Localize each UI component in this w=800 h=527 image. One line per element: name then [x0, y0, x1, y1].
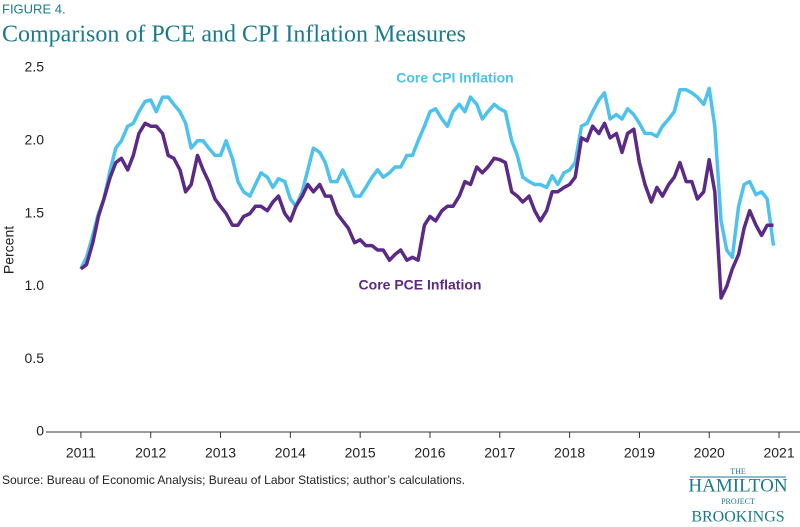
x-tick-label: 2015: [345, 445, 376, 461]
x-tick-label: 2020: [694, 445, 725, 461]
x-tick-label: 2017: [484, 445, 515, 461]
logo-org: BROOKINGS: [691, 509, 784, 526]
y-tick-label: 1.5: [25, 204, 45, 220]
x-tick-label: 2016: [414, 445, 445, 461]
y-tick-label: 2.5: [25, 59, 45, 75]
y-axis-label: Percent: [1, 226, 17, 274]
chart-title: Comparison of PCE and CPI Inflation Meas…: [2, 22, 466, 48]
source-note: Source: Bureau of Economic Analysis; Bur…: [2, 473, 465, 487]
logo-sub: PROJECT: [721, 497, 755, 506]
logo-name: HAMILTON: [688, 475, 788, 496]
logo-the: THE: [730, 467, 746, 476]
x-tick-label: 2011: [66, 445, 96, 461]
y-tick-label: 2.0: [25, 132, 45, 148]
y-tick-label: 0: [36, 423, 44, 439]
x-tick-label: 2018: [554, 445, 585, 461]
series-line: [79, 121, 774, 300]
x-tick-label: 2019: [624, 445, 655, 461]
x-tick-label: 2013: [205, 445, 236, 461]
x-tick-label: 2014: [275, 445, 306, 461]
x-tick-label: 2021: [763, 445, 794, 461]
series-label: Core CPI Inflation: [396, 70, 513, 86]
x-tick-label: 2012: [135, 445, 166, 461]
y-tick-label: 0.5: [25, 350, 45, 366]
series-line: [79, 86, 776, 270]
figure-label: FIGURE 4.: [2, 1, 66, 16]
series-label: Core PCE Inflation: [359, 277, 482, 293]
y-tick-label: 1.0: [25, 277, 45, 293]
